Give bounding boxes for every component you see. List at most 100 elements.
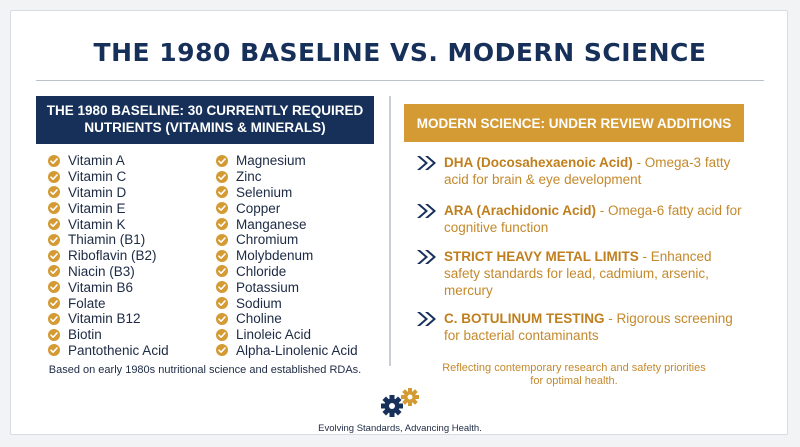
title-divider: [36, 80, 764, 81]
check-circle-icon: [48, 281, 60, 294]
addition-item: DHA (Docosahexaenoic Acid) - Omega-3 fat…: [416, 154, 746, 188]
nutrient-label: Copper: [236, 200, 281, 216]
check-circle-icon: [216, 281, 228, 294]
nutrient-item: Vitamin B6: [48, 279, 169, 295]
addition-item: C. BOTULINUM TESTING - Rigorous screenin…: [416, 310, 746, 344]
nutrient-label: Choline: [236, 311, 282, 327]
nutrient-item: Magnesium: [216, 153, 358, 169]
nutrient-item: Pantothenic Acid: [48, 343, 169, 359]
check-circle-icon: [216, 170, 228, 183]
nutrient-item: Niacin (B3): [48, 264, 169, 280]
check-circle-icon: [48, 265, 60, 278]
nutrient-item: Chromium: [216, 232, 358, 248]
check-circle-icon: [216, 344, 228, 357]
double-chevron-right-icon: [417, 204, 436, 218]
check-circle-icon: [48, 202, 60, 215]
check-circle-icon: [216, 233, 228, 246]
modern-science-header: MODERN SCIENCE: UNDER REVIEW ADDITIONS: [404, 104, 744, 142]
footnote-line-1: Reflecting contemporary research and saf…: [442, 362, 706, 374]
addition-text: ARA (Arachidonic Acid) - Omega-6 fatty a…: [444, 203, 742, 235]
nutrient-label: Vitamin B6: [68, 279, 134, 295]
check-circle-icon: [48, 186, 60, 199]
nutrient-label: Vitamin E: [68, 200, 126, 216]
nutrient-label: Potassium: [236, 279, 300, 295]
nutrient-item: Vitamin A: [48, 153, 169, 169]
nutrient-label: Folate: [68, 295, 106, 311]
addition-text: C. BOTULINUM TESTING - Rigorous screenin…: [444, 311, 733, 343]
baseline-header: THE 1980 BASELINE: 30 CURRENTLY REQUIRED…: [36, 96, 374, 144]
nutrient-label: Riboflavin (B2): [68, 248, 157, 264]
addition-item: ARA (Arachidonic Acid) - Omega-6 fatty a…: [416, 202, 746, 236]
nutrient-label: Linoleic Acid: [236, 327, 312, 343]
nutrient-label: Vitamin D: [68, 184, 127, 200]
nutrient-item: Selenium: [216, 185, 358, 201]
nutrient-label: Vitamin K: [68, 216, 126, 232]
check-circle-icon: [48, 344, 60, 357]
nutrient-label: Chromium: [236, 232, 299, 248]
nutrient-label: Magnesium: [236, 153, 306, 169]
nutrient-item: Molybdenum: [216, 248, 358, 264]
baseline-list-column-2: Magnesium Zinc Selenium Copper Manganese Chro…: [216, 153, 358, 358]
modern-science-footnote: Reflecting contemporary research and saf…: [404, 362, 744, 388]
addition-text: STRICT HEAVY METAL LIMITS - Enhanced saf…: [444, 249, 712, 298]
nutrient-item: Biotin: [48, 327, 169, 343]
nutrient-item: Zinc: [216, 169, 358, 185]
check-circle-icon: [48, 249, 60, 262]
nutrient-label: Niacin (B3): [68, 263, 135, 279]
check-circle-icon: [216, 186, 228, 199]
gears-icon: [381, 388, 419, 417]
double-chevron-right-icon: [417, 156, 436, 170]
check-circle-icon: [48, 328, 60, 341]
nutrient-item: Linoleic Acid: [216, 327, 358, 343]
nutrient-label: Sodium: [236, 295, 282, 311]
check-circle-icon: [48, 297, 60, 310]
check-circle-icon: [48, 233, 60, 246]
nutrient-label: Pantothenic Acid: [68, 342, 169, 358]
nutrient-label: Selenium: [236, 184, 293, 200]
nutrient-item: Folate: [48, 295, 169, 311]
nutrient-label: Chloride: [236, 263, 287, 279]
nutrient-item: Vitamin D: [48, 185, 169, 201]
check-circle-icon: [216, 202, 228, 215]
nutrient-label: Manganese: [236, 216, 307, 232]
footnote-line-2: for optimal health.: [530, 375, 618, 387]
nutrient-label: Vitamin C: [68, 169, 127, 185]
tagline: Evolving Standards, Advancing Health.: [318, 423, 482, 434]
nutrient-label: Thiamin (B1): [68, 232, 146, 248]
nutrient-label: Zinc: [236, 169, 262, 185]
nutrient-item: Copper: [216, 200, 358, 216]
check-circle-icon: [216, 154, 228, 167]
nutrient-label: Alpha-Linolenic Acid: [236, 342, 358, 358]
nutrient-item: Potassium: [216, 279, 358, 295]
nutrient-item: Vitamin B12: [48, 311, 169, 327]
column-divider: [389, 96, 391, 366]
double-chevron-right-icon: [417, 312, 436, 326]
check-circle-icon: [48, 170, 60, 183]
nutrient-item: Choline: [216, 311, 358, 327]
nutrient-label: Vitamin A: [68, 153, 125, 169]
check-circle-icon: [216, 328, 228, 341]
nutrient-item: Riboflavin (B2): [48, 248, 169, 264]
nutrient-item: Vitamin C: [48, 169, 169, 185]
nutrient-label: Molybdenum: [236, 248, 314, 264]
nutrient-label: Biotin: [68, 327, 102, 343]
nutrient-item: Chloride: [216, 264, 358, 280]
check-circle-icon: [48, 154, 60, 167]
baseline-list-column-1: Vitamin A Vitamin C Vitamin D Vitamin E Vita…: [48, 153, 169, 358]
addition-item: STRICT HEAVY METAL LIMITS - Enhanced saf…: [416, 248, 746, 299]
nutrient-item: Alpha-Linolenic Acid: [216, 343, 358, 359]
nutrient-item: Manganese: [216, 216, 358, 232]
addition-text: DHA (Docosahexaenoic Acid) - Omega-3 fat…: [444, 155, 731, 187]
nutrient-item: Sodium: [216, 295, 358, 311]
baseline-footnote: Based on early 1980s nutritional science…: [48, 364, 362, 376]
page-title: THE 1980 BASELINE VS. MODERN SCIENCE: [93, 38, 707, 67]
check-circle-icon: [48, 312, 60, 325]
check-circle-icon: [216, 312, 228, 325]
nutrient-item: Vitamin K: [48, 216, 169, 232]
nutrient-label: Vitamin B12: [68, 311, 141, 327]
double-chevron-right-icon: [417, 250, 436, 264]
check-circle-icon: [216, 297, 228, 310]
check-circle-icon: [216, 218, 228, 231]
check-circle-icon: [48, 218, 60, 231]
nutrient-item: Vitamin E: [48, 200, 169, 216]
